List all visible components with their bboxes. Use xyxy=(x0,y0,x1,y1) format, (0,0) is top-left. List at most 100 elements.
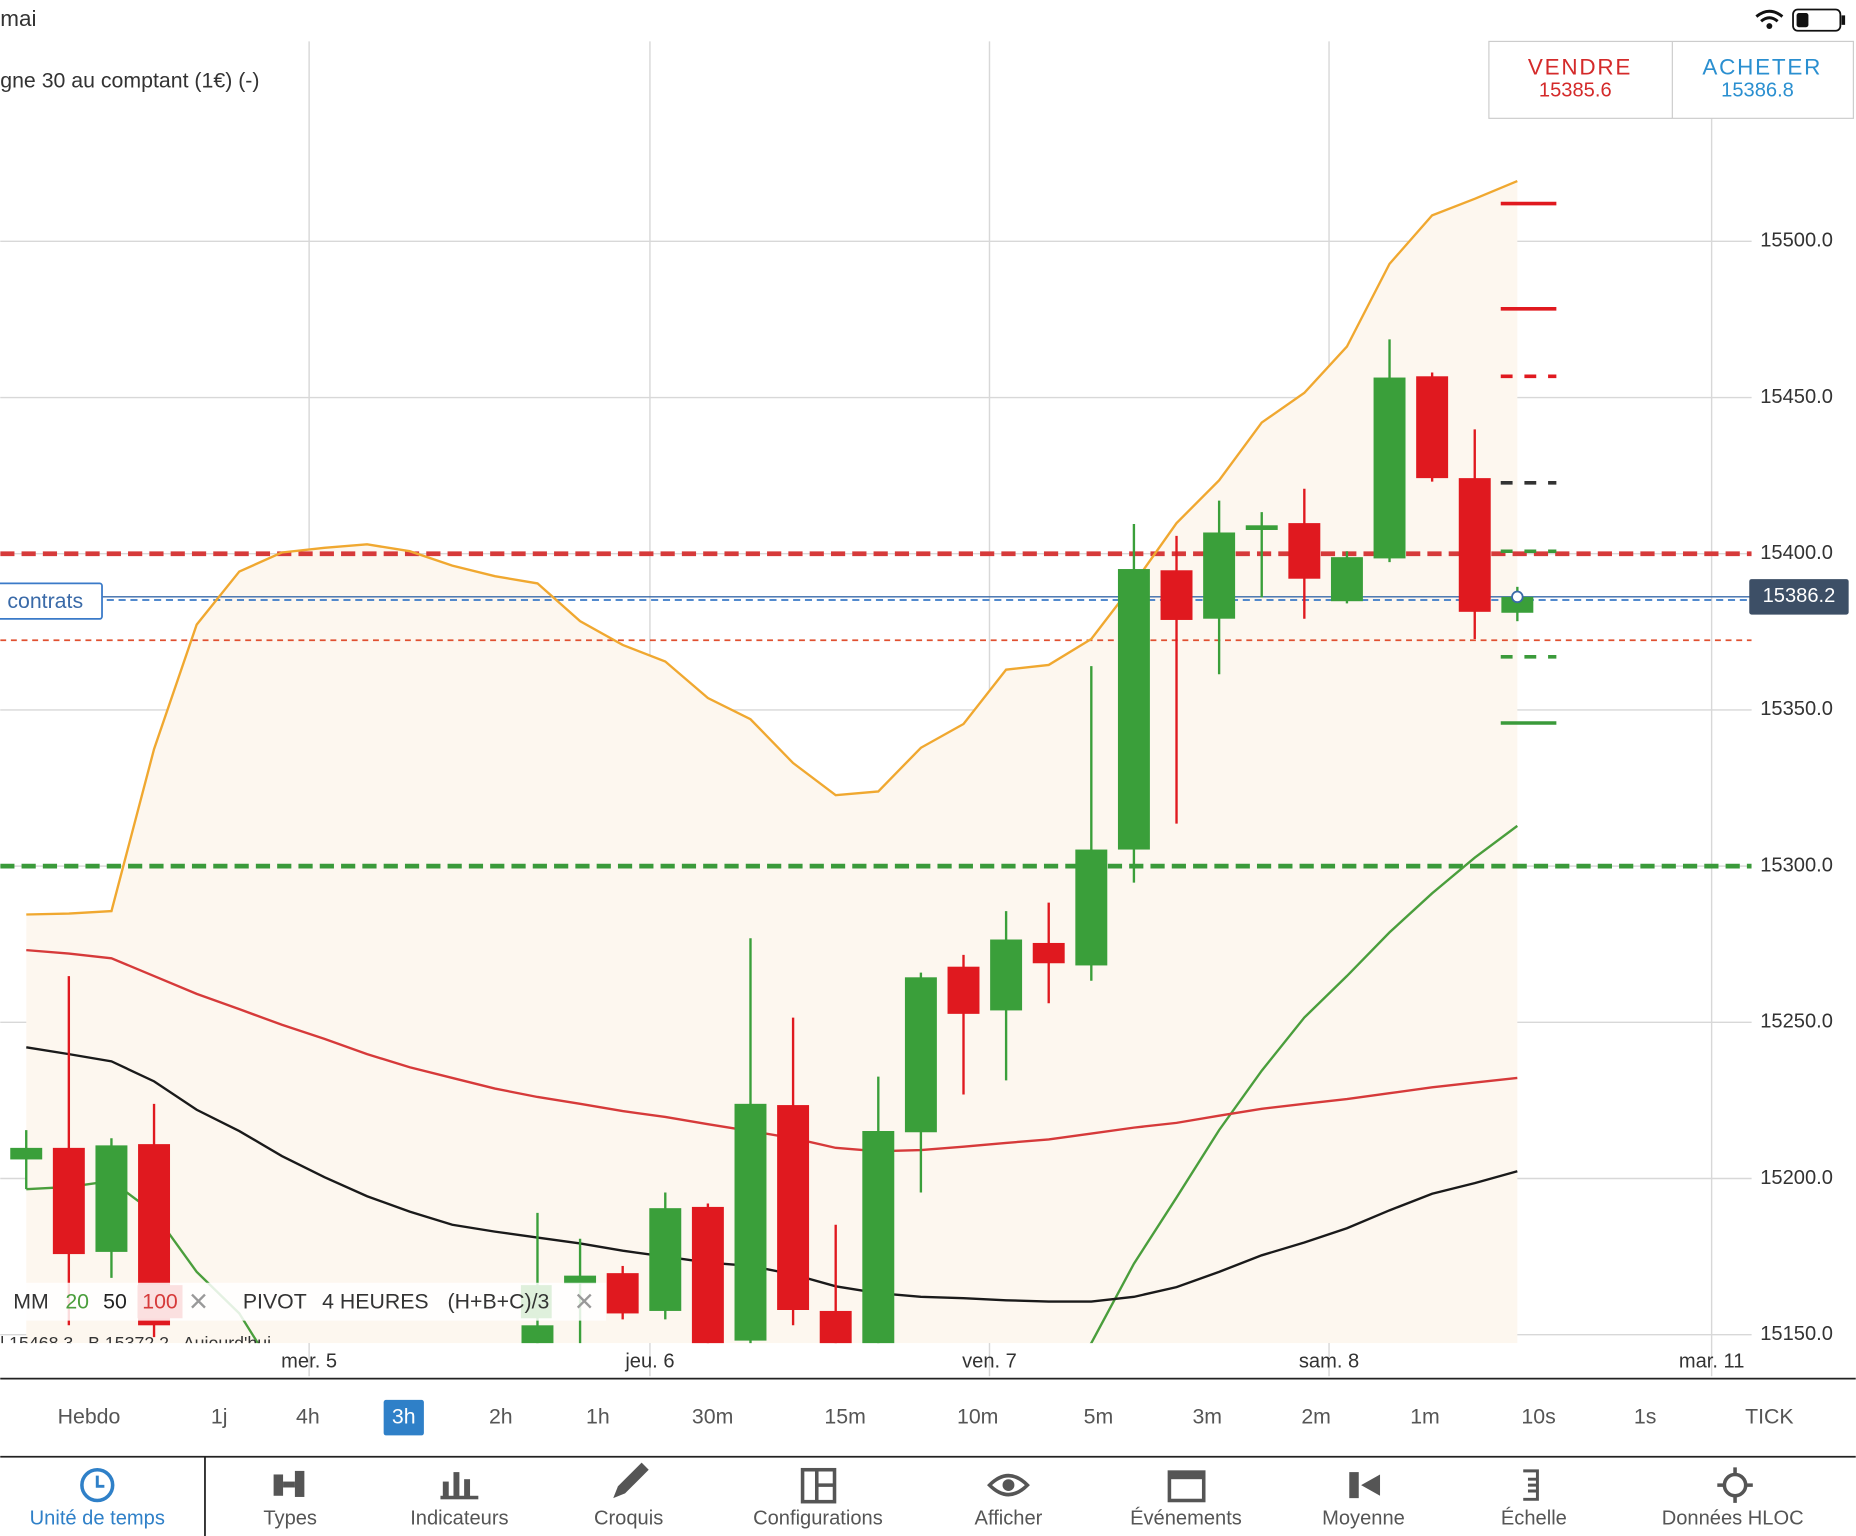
legend-entry[interactable]: 20 xyxy=(65,1290,89,1314)
x-tick-label: mar. 11 xyxy=(1679,1350,1745,1372)
candle-body xyxy=(691,1206,724,1344)
info-line: l 15468.3 B 15372.2 Aujourd'hui xyxy=(0,1333,271,1353)
candle-body xyxy=(862,1131,895,1344)
y-tick-label: 15300.0 xyxy=(1760,854,1833,876)
sell-button[interactable]: VENDRE 15385.6 xyxy=(1528,55,1632,102)
candle-body xyxy=(1288,523,1321,579)
timeframe-option[interactable]: 5m xyxy=(1084,1404,1114,1428)
tab-icons xyxy=(80,1462,1753,1504)
pivot-label: PIVOT xyxy=(243,1290,307,1314)
buy-button[interactable]: ACHETER 15386.8 xyxy=(1702,55,1822,102)
trade-box: VENDRE 15385.6 ACHETER 15386.8 xyxy=(1488,40,1854,119)
y-tick-label: 15400.0 xyxy=(1760,542,1833,564)
candle-body xyxy=(1117,569,1150,850)
timeframe-selected-bg[interactable] xyxy=(383,1399,424,1436)
last-price-dot xyxy=(1511,590,1524,604)
legend: MM 20 50 100 PIVOT 4 HEURES (H+B+C)/3 xyxy=(0,1282,607,1321)
timeframe-option[interactable]: 2h xyxy=(489,1404,513,1428)
y-tick-label: 15350.0 xyxy=(1760,698,1833,720)
status-title: mai xyxy=(0,6,36,31)
candle-body xyxy=(1160,570,1193,620)
position-label[interactable]: contrats xyxy=(7,589,83,613)
timeframe-option[interactable]: 30m xyxy=(692,1404,733,1428)
timeframe-option[interactable]: 1h xyxy=(586,1404,610,1428)
moving-average xyxy=(26,1046,1518,1303)
timeframe-option[interactable]: 15m xyxy=(824,1404,865,1428)
timeframe-option[interactable]: TICK xyxy=(1745,1404,1794,1428)
x-tick-label: ven. 7 xyxy=(962,1350,1017,1372)
candle-body xyxy=(1245,525,1278,530)
toolbar-tab[interactable]: Données HLOC xyxy=(1662,1508,1804,1530)
candle-body xyxy=(1075,849,1108,966)
position-box[interactable] xyxy=(0,582,103,620)
toolbar-tab[interactable]: Croquis xyxy=(594,1508,663,1530)
toolbar-tab[interactable]: Unité de temps xyxy=(30,1508,165,1530)
plot xyxy=(0,179,1752,1344)
candle-body xyxy=(819,1310,852,1344)
toolbar-tab[interactable]: Moyenne xyxy=(1322,1508,1405,1530)
toolbar-tab[interactable]: Événements xyxy=(1130,1507,1242,1530)
sell-label[interactable]: VENDRE xyxy=(1528,55,1632,80)
candle-body xyxy=(521,1325,554,1344)
trade-box-frame xyxy=(1488,40,1854,119)
pivot-period: 4 HEURES xyxy=(322,1290,429,1314)
sell-price[interactable]: 15385.6 xyxy=(1539,79,1612,101)
candle-body xyxy=(10,1147,43,1160)
envelope-area xyxy=(26,181,1518,1344)
candle-body xyxy=(777,1105,810,1310)
x-tick-label: jeu. 6 xyxy=(624,1350,674,1372)
candle-body xyxy=(1330,557,1363,602)
candle-body xyxy=(947,966,980,1014)
status-icons xyxy=(1755,8,1846,32)
last-price-box xyxy=(1749,579,1849,615)
candle-body xyxy=(564,1275,597,1284)
x-tick-label: mer. 5 xyxy=(281,1350,337,1372)
timeframe-option[interactable]: 1s xyxy=(1634,1404,1657,1428)
legend-title: MM xyxy=(13,1290,48,1314)
candle-body xyxy=(606,1273,639,1314)
y-tick-label: 15250.0 xyxy=(1760,1011,1833,1033)
timeframe-option[interactable]: 2m xyxy=(1301,1404,1331,1428)
toolbar-tab[interactable]: Échelle xyxy=(1501,1507,1567,1530)
timeframe-option[interactable]: 1j xyxy=(211,1404,228,1428)
candle-body xyxy=(990,939,1023,1011)
toolbar-tab[interactable]: Types xyxy=(263,1508,317,1530)
timeframe-option[interactable]: 1m xyxy=(1410,1404,1440,1428)
timeframe-option[interactable]: 3h xyxy=(392,1404,416,1428)
candle-body xyxy=(904,977,937,1133)
candle-body xyxy=(95,1145,128,1252)
candle-body xyxy=(1416,376,1449,479)
legend-entry[interactable]: 100 xyxy=(142,1290,178,1314)
y-tick-label: 15200.0 xyxy=(1760,1167,1833,1189)
candle-body xyxy=(734,1103,767,1341)
candle-body xyxy=(1032,942,1065,964)
toolbar-tab[interactable]: Indicateurs xyxy=(410,1508,508,1530)
pivot-formula: (H+B+C)/3 xyxy=(448,1290,550,1314)
candle-body xyxy=(1501,596,1534,613)
envelope-line xyxy=(26,179,1518,916)
timeframe-option[interactable]: 3m xyxy=(1192,1404,1222,1428)
last-price-label: 15386.2 xyxy=(1763,585,1836,607)
buy-label[interactable]: ACHETER xyxy=(1702,55,1822,80)
toolbar-tab[interactable]: Configurations xyxy=(753,1508,883,1530)
timeframe-option[interactable]: Hebdo xyxy=(58,1404,121,1428)
timeframe-option[interactable]: 10m xyxy=(957,1404,998,1428)
candle-body xyxy=(1373,377,1406,559)
overlay: 15150.0 15200.0 15250.0 15300.0 15350.0 15400… xyxy=(281,230,1849,1372)
candle-body xyxy=(1203,532,1236,619)
y-tick-label: 15450.0 xyxy=(1760,386,1833,408)
y-tick-label: 15150.0 xyxy=(1760,1323,1833,1345)
x-tick-label: sam. 8 xyxy=(1299,1350,1359,1372)
toolbar-tab[interactable]: Afficher xyxy=(975,1508,1043,1530)
timeframe-option[interactable]: 4h xyxy=(296,1404,320,1428)
timeframe-option[interactable]: 10s xyxy=(1521,1404,1555,1428)
buy-price[interactable]: 15386.8 xyxy=(1721,79,1794,101)
candle-body xyxy=(52,1147,85,1255)
candle-body xyxy=(1458,478,1491,612)
y-tick-label: 15500.0 xyxy=(1760,230,1833,252)
candle-body xyxy=(649,1208,682,1311)
legend-entry[interactable]: 50 xyxy=(103,1290,127,1314)
instrument-name: gne 30 au comptant (1€) (-) xyxy=(0,68,259,92)
